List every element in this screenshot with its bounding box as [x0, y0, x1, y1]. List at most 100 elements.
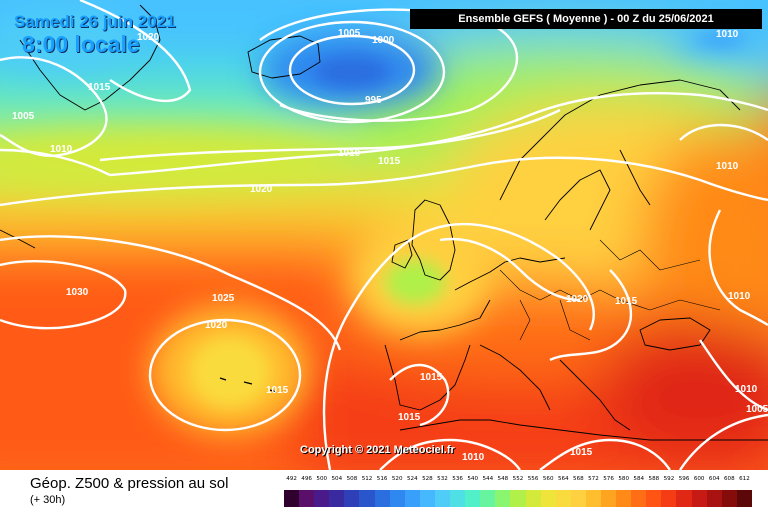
isobar-label: 1005	[746, 404, 768, 415]
legend-swatch	[344, 490, 360, 507]
isobar-label: 1015	[570, 447, 593, 458]
legend-swatch	[389, 490, 405, 507]
legend-label: 540	[467, 476, 479, 482]
isobar-label: 1015	[420, 372, 443, 383]
isobar-label: 1010	[735, 384, 758, 395]
isobar-label: 1015	[398, 412, 421, 423]
legend-swatch	[495, 490, 511, 507]
legend-swatch	[721, 490, 737, 507]
legend-label: 524	[406, 476, 418, 482]
legend-footer: Géop. Z500 & pression au sol (+ 30h) 492…	[0, 470, 768, 512]
legend-swatch	[616, 490, 632, 507]
legend-label: 584	[633, 476, 645, 482]
forecast-lead-time: (+ 30h)	[30, 494, 66, 506]
forecast-time: 8:00 locale	[22, 31, 140, 57]
legend-label: 576	[603, 476, 614, 482]
legend-label: 612	[739, 476, 750, 482]
legend-label: 596	[678, 476, 690, 482]
isobar-label: 1010	[716, 29, 739, 40]
isobar-label: 1010	[716, 161, 739, 172]
legend-swatch	[480, 490, 496, 507]
legend-label: 544	[482, 476, 494, 482]
legend-label: 520	[391, 476, 403, 482]
isobar-label: 1025	[212, 293, 235, 304]
legend-swatch	[404, 490, 420, 507]
legend-swatch	[419, 490, 435, 507]
legend-swatch	[359, 490, 375, 507]
legend-label: 528	[422, 476, 433, 482]
isobar-label: 1015	[615, 296, 638, 307]
model-run-banner: Ensemble GEFS ( Moyenne ) - 00 Z du 25/0…	[410, 9, 762, 29]
legend-swatch	[299, 490, 315, 507]
legend-label: 572	[588, 476, 599, 482]
color-scale-bar	[284, 490, 752, 507]
isobar-label: 1005	[338, 28, 361, 39]
legend-swatch	[465, 490, 481, 507]
legend-swatch	[450, 490, 466, 507]
legend-label: 604	[708, 476, 720, 482]
legend-tick-labels: 492 496 500 504 508 512 516 520 524 528 532 536 540 5…	[284, 476, 752, 486]
legend-label: 532	[437, 476, 448, 482]
legend-swatch	[525, 490, 541, 507]
legend-label: 496	[301, 476, 312, 482]
legend-swatch	[676, 490, 692, 507]
legend-label: 588	[648, 476, 660, 482]
isobar-label: 1005	[12, 111, 35, 122]
legend-label: 512	[361, 476, 373, 482]
legend-swatch	[631, 490, 647, 507]
weather-map: 1020 1005 1000 995 1010 1015 1005 1010 1…	[0, 0, 768, 470]
legend-label: 608	[724, 476, 735, 482]
legend-swatch	[585, 490, 601, 507]
legend-swatch	[374, 490, 390, 507]
legend-label: 508	[346, 476, 358, 482]
isobar-label: 1020	[137, 32, 160, 43]
isobar-label: 1010	[50, 144, 73, 155]
legend-label: 564	[557, 476, 569, 482]
forecast-date: Samedi 26 juin 2021	[14, 12, 176, 31]
isobar-label: 1030	[66, 287, 89, 298]
legend-swatch	[736, 490, 752, 507]
legend-swatch	[646, 490, 662, 507]
isobar-labels: 1020 1005 1000 995 1010 1015 1005 1010 1…	[12, 28, 768, 463]
legend-swatch	[555, 490, 571, 507]
legend-label: 560	[542, 476, 554, 482]
isobars	[0, 0, 768, 470]
isobar-label: 1000	[372, 35, 395, 46]
legend-label: 516	[376, 476, 388, 482]
legend-swatch	[570, 490, 586, 507]
legend-swatch	[706, 490, 722, 507]
legend-label: 500	[316, 476, 328, 482]
legend-swatch	[314, 490, 330, 507]
isobar-label: 1020	[205, 320, 228, 331]
legend-swatch	[600, 490, 617, 507]
isobar-label: 1020	[566, 294, 589, 305]
isobar-label: 1010	[338, 148, 361, 159]
isobar-label: 1015	[378, 156, 401, 167]
legend-swatch	[329, 490, 345, 507]
legend-swatch	[691, 490, 707, 507]
legend-label: 592	[663, 476, 675, 482]
coastlines	[0, 4, 768, 441]
legend-swatch	[434, 490, 451, 507]
legend-label: 492	[286, 476, 297, 482]
isobar-label: 1015	[88, 82, 111, 93]
legend-swatch	[661, 490, 677, 507]
isobar-label: 1010	[728, 291, 751, 302]
legend-label: 556	[527, 476, 539, 482]
legend-label: 600	[693, 476, 705, 482]
legend-swatch	[284, 490, 300, 507]
copyright-notice: Copyright © 2021 Meteociel.fr	[300, 444, 455, 456]
legend-label: 568	[573, 476, 584, 482]
chart-title: Géop. Z500 & pression au sol	[30, 475, 229, 492]
isobar-label: 1015	[266, 385, 289, 396]
isobar-label: 1020	[250, 184, 273, 195]
isobar-label: 995	[365, 95, 382, 106]
legend-label: 552	[512, 476, 524, 482]
legend-label: 580	[618, 476, 630, 482]
legend-label: 536	[452, 476, 463, 482]
legend-swatch	[510, 490, 526, 507]
isobar-label: 1010	[462, 452, 485, 463]
legend-swatch	[540, 490, 556, 507]
legend-label: 504	[331, 476, 343, 482]
legend-label: 548	[497, 476, 509, 482]
